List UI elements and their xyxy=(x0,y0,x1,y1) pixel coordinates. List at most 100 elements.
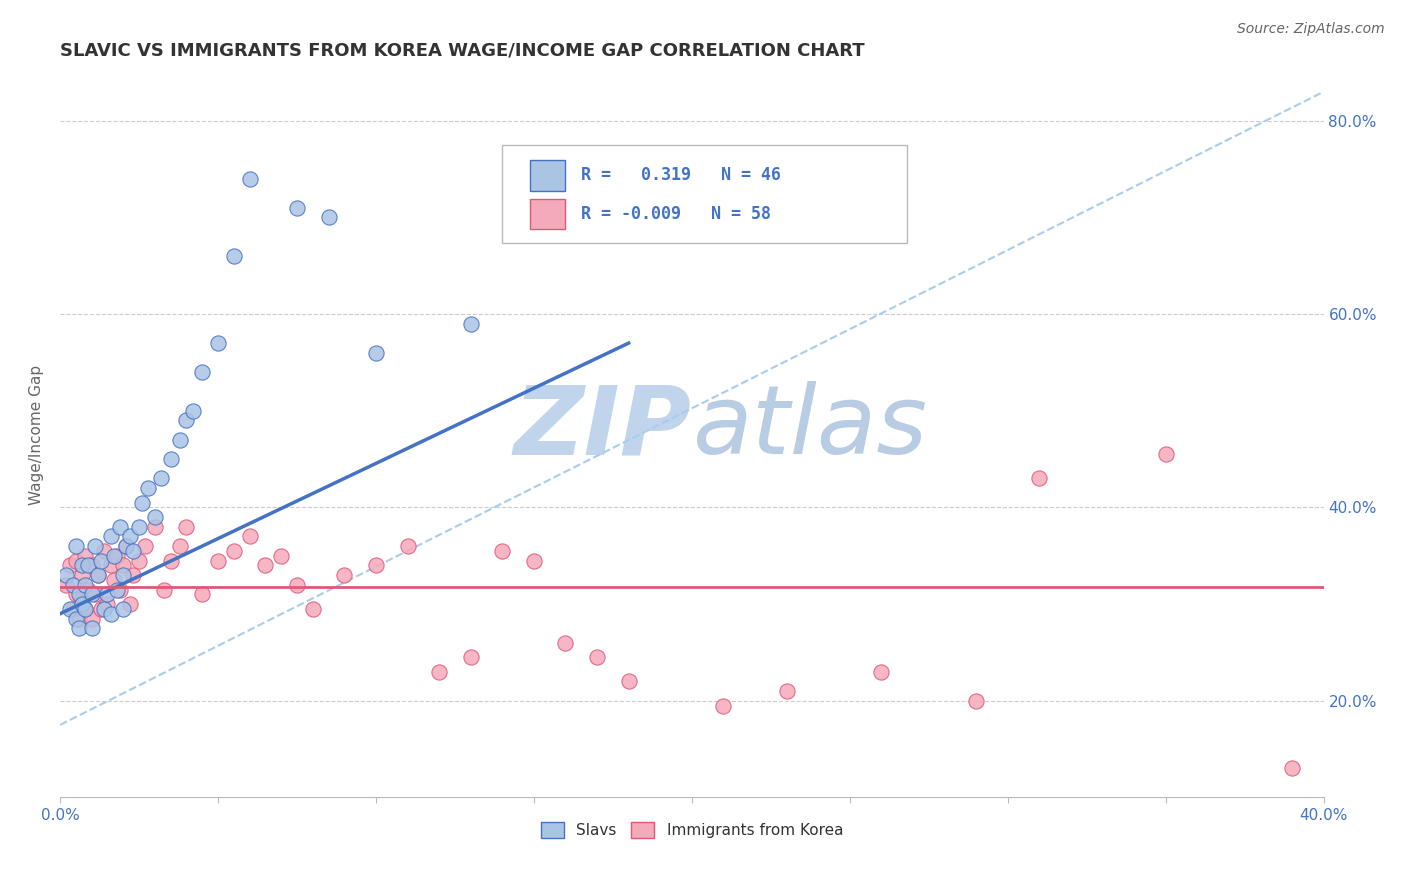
Point xyxy=(285,201,308,215)
Text: R =   0.319   N = 46: R = 0.319 N = 46 xyxy=(581,167,780,185)
Point xyxy=(105,582,128,597)
Point xyxy=(523,553,546,567)
Point xyxy=(191,365,214,379)
Point xyxy=(90,602,112,616)
Point xyxy=(55,568,77,582)
Point xyxy=(121,568,143,582)
Point xyxy=(153,582,176,597)
Point xyxy=(176,520,198,534)
Point xyxy=(775,684,797,698)
Point xyxy=(586,650,609,665)
Point xyxy=(159,553,181,567)
Point xyxy=(87,568,110,582)
Point xyxy=(207,553,229,567)
Point xyxy=(67,587,90,601)
Point xyxy=(270,549,292,563)
Point xyxy=(108,582,131,597)
Point xyxy=(70,568,93,582)
Point xyxy=(138,481,160,495)
Text: atlas: atlas xyxy=(692,381,927,475)
Point xyxy=(491,544,513,558)
Point xyxy=(112,602,135,616)
Point xyxy=(100,607,122,621)
Point xyxy=(176,413,198,427)
Point xyxy=(67,612,90,626)
Point xyxy=(169,539,191,553)
Point xyxy=(181,404,204,418)
Point xyxy=(318,211,340,225)
Point xyxy=(285,578,308,592)
Point xyxy=(207,336,229,351)
Bar xyxy=(530,161,565,191)
Point xyxy=(77,582,100,597)
Point xyxy=(238,171,260,186)
Point xyxy=(108,520,131,534)
Point xyxy=(159,452,181,467)
Point xyxy=(112,568,135,582)
Point xyxy=(870,665,893,679)
Point xyxy=(87,568,110,582)
Point xyxy=(115,539,138,553)
Point xyxy=(118,597,141,611)
Point xyxy=(115,539,138,553)
Point xyxy=(254,558,277,573)
Text: SLAVIC VS IMMIGRANTS FROM KOREA WAGE/INCOME GAP CORRELATION CHART: SLAVIC VS IMMIGRANTS FROM KOREA WAGE/INC… xyxy=(60,42,865,60)
Point xyxy=(131,495,153,509)
Point xyxy=(70,597,93,611)
Point xyxy=(103,549,125,563)
Point xyxy=(301,602,323,616)
Point xyxy=(112,558,135,573)
Point xyxy=(143,510,166,524)
Point xyxy=(396,539,419,553)
Point xyxy=(364,345,387,359)
Point xyxy=(80,587,103,601)
Point xyxy=(96,587,118,601)
Point xyxy=(222,544,245,558)
Point xyxy=(62,578,84,592)
Point xyxy=(96,597,118,611)
Point xyxy=(617,674,640,689)
Point xyxy=(58,602,80,616)
Bar xyxy=(530,199,565,229)
Point xyxy=(100,529,122,543)
Point xyxy=(75,602,97,616)
Point xyxy=(150,471,173,485)
Point xyxy=(1281,761,1303,775)
Point xyxy=(67,621,90,635)
Point xyxy=(121,544,143,558)
Point xyxy=(62,602,84,616)
Point xyxy=(75,602,97,616)
Legend: Slavs, Immigrants from Korea: Slavs, Immigrants from Korea xyxy=(534,816,849,844)
Point xyxy=(118,529,141,543)
Point xyxy=(128,520,150,534)
Point xyxy=(103,573,125,587)
Point xyxy=(1028,471,1050,485)
Point xyxy=(460,317,482,331)
Point xyxy=(83,539,105,553)
Point xyxy=(965,694,987,708)
Point xyxy=(93,544,115,558)
FancyBboxPatch shape xyxy=(502,145,907,243)
Point xyxy=(143,520,166,534)
Point xyxy=(75,549,97,563)
Point xyxy=(75,578,97,592)
Point xyxy=(80,621,103,635)
Point xyxy=(364,558,387,573)
Point xyxy=(134,539,156,553)
Point xyxy=(93,602,115,616)
Point xyxy=(77,558,100,573)
Point xyxy=(65,612,87,626)
Point xyxy=(100,558,122,573)
Point xyxy=(65,587,87,601)
Point xyxy=(105,549,128,563)
Point xyxy=(80,612,103,626)
Point xyxy=(238,529,260,543)
Point xyxy=(70,558,93,573)
Point xyxy=(713,698,735,713)
Text: ZIP: ZIP xyxy=(515,381,692,475)
Point xyxy=(55,578,77,592)
Point xyxy=(427,665,450,679)
Text: R = -0.009   N = 58: R = -0.009 N = 58 xyxy=(581,205,770,223)
Point xyxy=(191,587,214,601)
Point xyxy=(58,558,80,573)
